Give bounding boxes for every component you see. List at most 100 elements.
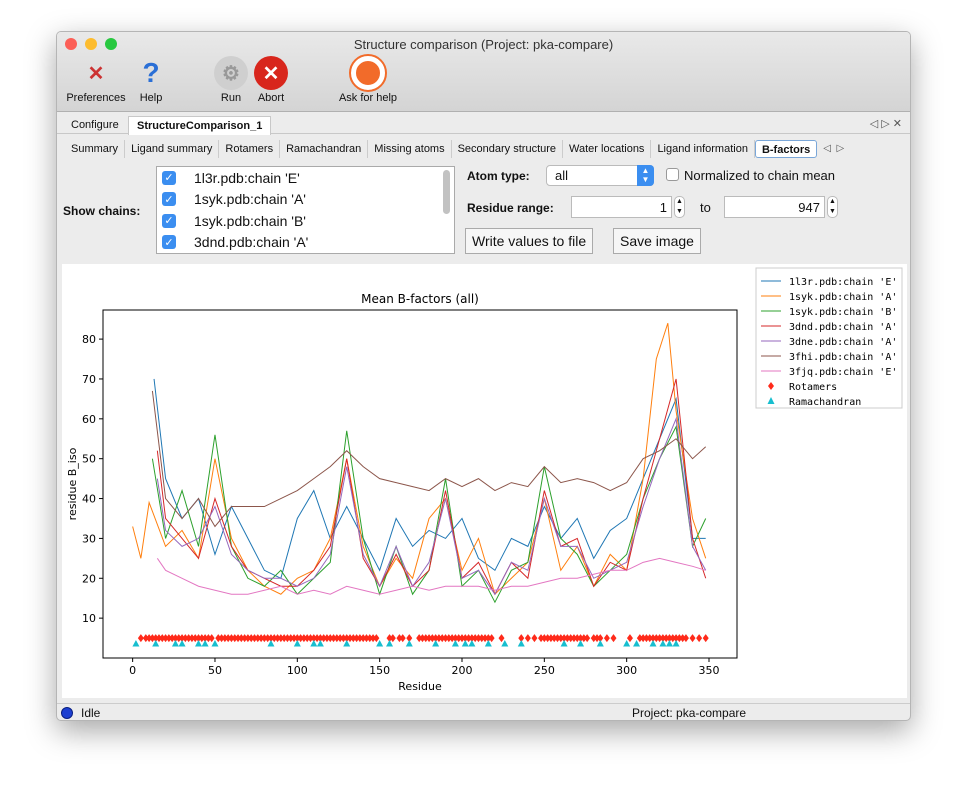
rotamer-marker [320,634,327,643]
rotamer-marker [696,634,703,643]
rotamer-marker [165,634,172,643]
y-tick-label: 20 [82,572,96,585]
y-tick-label: 70 [82,373,96,386]
rotamer-marker [597,634,604,643]
rotamer-marker [179,634,186,643]
ramachandran-marker [405,640,413,647]
save-image-button[interactable]: Save image [613,228,701,254]
rotamer-marker [518,634,525,643]
y-tick-label: 50 [82,453,96,466]
chain-item[interactable]: ✓ 1syk.pdb:chain 'B' [157,210,454,232]
x-tick-label: 150 [369,664,390,677]
rotamer-marker [564,634,571,643]
checkbox-checked-icon[interactable]: ✓ [162,192,176,207]
subtab-nav-arrows[interactable]: ◁ ▷ [823,143,845,154]
subtab-summary[interactable]: Summary [65,140,126,158]
subtab-b-factors[interactable]: B-factors [754,140,818,158]
tab-structure-comparison[interactable]: StructureComparison_1 [128,116,272,135]
subtab-ramachandran[interactable]: Ramachandran [280,140,369,158]
rotamer-marker [669,634,676,643]
chain-item[interactable]: ✓ 1syk.pdb:chain 'A' [157,189,454,211]
preferences-button[interactable]: ✕ Preferences [63,56,129,105]
rotamer-marker [676,634,683,643]
run-button[interactable]: ⚙ Run [213,56,249,104]
subtab-missing-atoms[interactable]: Missing atoms [368,140,452,158]
series-line [151,390,707,528]
rotamer-marker [485,634,492,643]
chain-item[interactable]: ✓ 1l3r.pdb:chain 'E' [157,167,454,189]
subtab-ligand-information[interactable]: Ligand information [651,140,755,158]
run-gear-icon: ⚙ [214,56,248,90]
tab-nav-controls[interactable]: ◁ ▷ ✕ [869,118,902,130]
rotamer-marker [267,634,274,643]
subtab-rotamers[interactable]: Rotamers [219,140,281,158]
rotamer-marker [366,634,373,643]
ramachandran-marker [432,640,440,647]
rotamer-marker [673,634,680,643]
rotamer-marker [340,634,347,643]
subtab-ligand-summary[interactable]: Ligand summary [125,140,220,158]
abort-icon: ✕ [254,56,288,90]
rotamer-marker [221,634,228,643]
rotamer-marker [432,634,439,643]
rotamer-marker [666,634,673,643]
rotamer-marker [337,634,344,643]
checkbox-checked-icon[interactable]: ✓ [162,235,176,250]
rotamer-marker [192,634,199,643]
rotamer-marker [356,634,363,643]
close-window-button[interactable] [65,38,77,50]
ramachandran-marker [343,640,351,647]
rotamer-marker [347,634,354,643]
ramachandran-marker [633,640,641,647]
rotamer-marker [538,634,545,643]
range-from-input[interactable]: 1 [571,196,672,218]
y-axis-label: residue B_iso [66,447,79,520]
subtab-secondary-structure[interactable]: Secondary structure [452,140,564,158]
normalized-checkbox[interactable] [666,168,679,181]
rotamer-marker [343,634,350,643]
range-to-input[interactable]: 947 [724,196,825,218]
series-line [156,416,707,596]
residue-range-label: Residue range: [467,201,554,215]
ask-for-help-button[interactable]: Ask for help [333,54,403,104]
rotamer-marker [330,634,337,643]
range-to-label: to [700,200,711,215]
rotamer-marker [215,634,222,643]
rotamer-marker [610,634,617,643]
rotamer-marker [426,634,433,643]
rotamer-marker [663,634,670,643]
rotamer-marker [419,634,426,643]
rotamer-marker [235,634,242,643]
status-project: Project: pka-compare [632,706,747,720]
subtab-water-locations[interactable]: Water locations [563,140,652,158]
legend-label: 1syk.pdb:chain 'B' [789,307,897,318]
rotamer-marker [702,634,709,643]
range-from-stepper[interactable]: ▲ ▼ [674,196,685,218]
range-to-stepper[interactable]: ▲ ▼ [827,196,838,218]
ramachandran-marker [577,640,585,647]
rotamer-marker [682,634,689,643]
atom-type-select[interactable]: all ▲ ▼ [546,165,654,186]
rotamer-marker [149,634,156,643]
write-values-button[interactable]: Write values to file [465,228,594,254]
abort-button[interactable]: ✕ Abort [253,56,289,104]
x-tick-label: 300 [616,664,637,677]
rotamer-marker [594,634,601,643]
preferences-label: Preferences [66,92,126,104]
rotamer-marker [462,634,469,643]
rotamer-marker [146,634,153,643]
checkbox-checked-icon[interactable]: ✓ [162,213,176,228]
chain-list-scrollbar[interactable] [443,170,450,214]
help-button[interactable]: ? Help [133,56,169,104]
checkbox-checked-icon[interactable]: ✓ [162,170,176,185]
minimize-window-button[interactable] [85,38,97,50]
rotamer-marker [142,634,149,643]
ramachandran-marker [310,640,318,647]
zoom-window-button[interactable] [105,38,117,50]
chain-item[interactable]: ✓ 3dnd.pdb:chain 'A' [157,232,454,254]
tab-configure[interactable]: Configure [71,119,119,131]
rotamer-marker [155,634,162,643]
rotamer-marker [488,634,495,643]
rotamer-marker [317,634,324,643]
select-arrows-icon: ▲ ▼ [637,165,654,186]
